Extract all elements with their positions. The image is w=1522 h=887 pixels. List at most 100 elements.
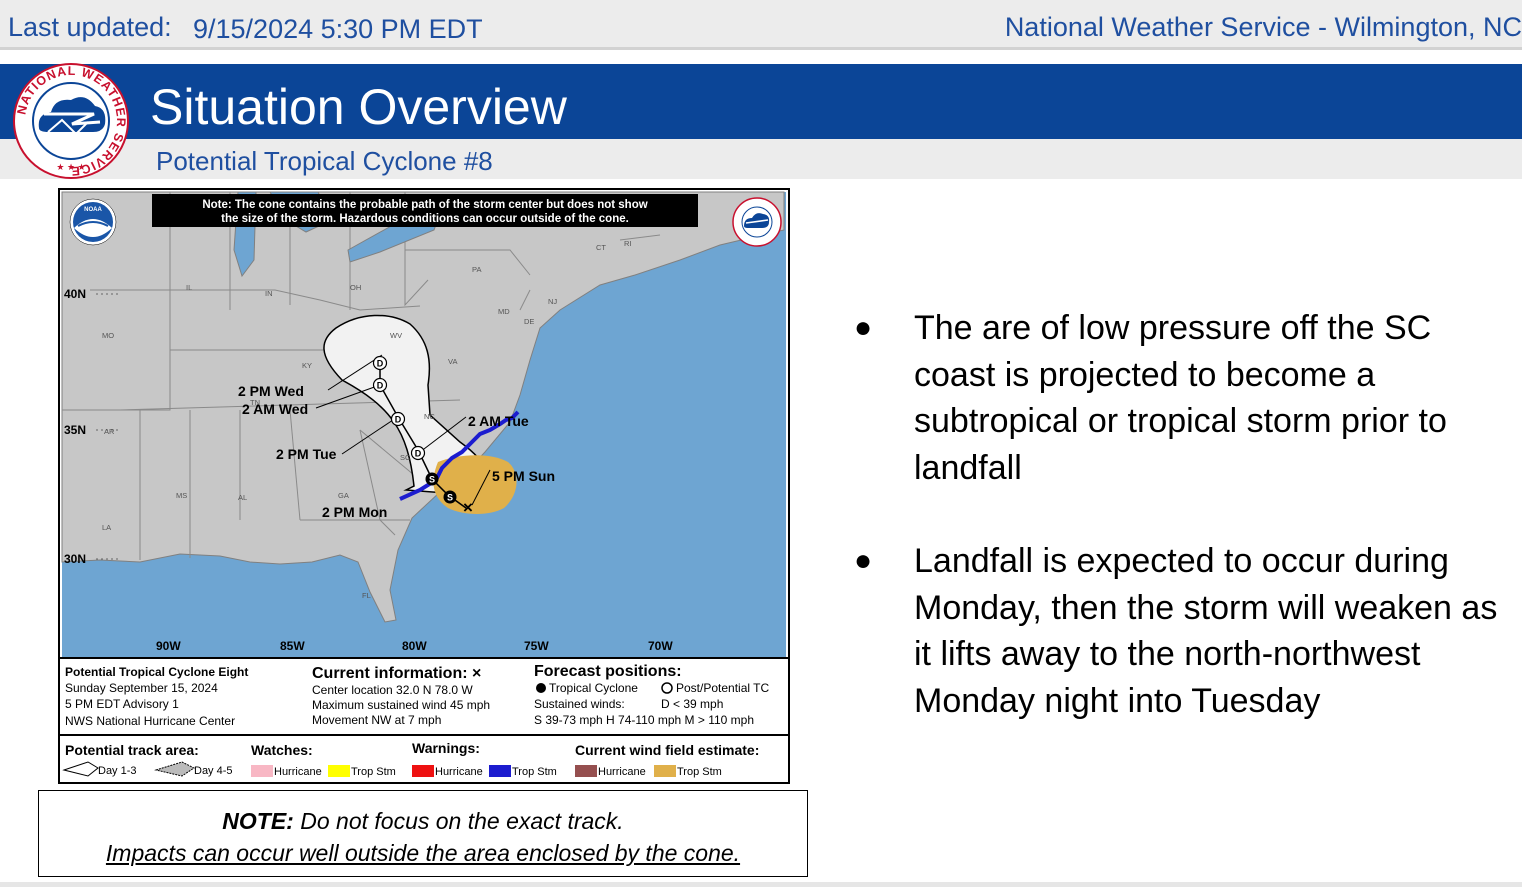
legend-day45: Day 4-5 xyxy=(194,765,233,777)
info-panel: Potential Tropical Cyclone Eight Sunday … xyxy=(65,663,769,728)
noaa-logo: NOAA xyxy=(69,198,117,246)
tropical-cyclone-symbol xyxy=(536,683,546,693)
lon-label-70w: 70W xyxy=(648,639,673,653)
track-point-wed-pm: D xyxy=(377,359,384,369)
overview-bullets: ● The are of low pressure off the SC coa… xyxy=(850,305,1510,724)
track-point-mon-pm: S xyxy=(429,475,435,485)
state-labels: IL IN OH PA NJ MD DE CT RI MO KY WV VA T… xyxy=(102,239,632,600)
svg-text:NJ: NJ xyxy=(548,297,557,306)
track-point-mon-am: S xyxy=(447,493,453,503)
noaa-logo-text: NOAA xyxy=(84,207,102,213)
top-bar: Last updated: 9/15/2024 5:30 PM EDT Nati… xyxy=(0,0,1522,50)
track-point-wed-am: D xyxy=(377,381,384,391)
lat-label-30n: 30N xyxy=(64,552,86,566)
info-d-range: D < 39 mph xyxy=(661,697,723,711)
svg-text:VA: VA xyxy=(448,357,457,366)
legend: Potential track area: Watches: Warnings:… xyxy=(62,740,759,778)
legend-wind-field: Current wind field estimate: xyxy=(575,742,759,758)
label-5pm-sun: 5 PM Sun xyxy=(492,468,555,484)
hurricane-cone-graphic: D D D D S S × 2 PM Wed 2 AM Wed 2 PM Tue… xyxy=(58,188,790,784)
track-point-tue-am: D xyxy=(415,449,422,459)
track-note-box: NOTE: Do not focus on the exact track. I… xyxy=(38,790,808,877)
svg-text:NC: NC xyxy=(424,412,435,421)
svg-text:KY: KY xyxy=(302,361,312,370)
label-2pm-mon: 2 PM Mon xyxy=(322,504,387,520)
legend-track-area: Potential track area: xyxy=(65,742,199,758)
bullet-text: Landfall is expected to occur during Mon… xyxy=(914,542,1498,720)
label-2pm-tue: 2 PM Tue xyxy=(276,446,337,462)
nws-logo: NATIONAL WEATHER SERVICE ★ ★ ★ xyxy=(13,63,129,179)
track-note-line-1: NOTE: Do not focus on the exact track. xyxy=(39,808,807,835)
day13-swatch xyxy=(62,761,99,777)
svg-text:CT: CT xyxy=(596,243,606,252)
svg-text:TN: TN xyxy=(250,398,260,407)
wind-hurricane-swatch xyxy=(575,765,597,777)
info-wind-ranges: S 39-73 mph H 74-110 mph M > 110 mph xyxy=(534,713,754,727)
bullet-dot-icon: ● xyxy=(854,544,873,577)
post-potential-symbol xyxy=(661,682,673,694)
track-note-bold: NOTE: xyxy=(222,808,294,834)
svg-text:★ ★ ★: ★ ★ ★ xyxy=(56,162,85,172)
cone-map-svg: D D D D S S × 2 PM Wed 2 AM Wed 2 PM Tue… xyxy=(60,191,788,778)
lat-label-35n: 35N xyxy=(64,423,86,437)
svg-text:SC: SC xyxy=(400,453,411,462)
svg-text:RI: RI xyxy=(624,239,632,248)
label-2am-tue: 2 AM Tue xyxy=(468,413,529,429)
legend-watch-ts: Trop Stm xyxy=(351,766,396,778)
track-note-rest: Do not focus on the exact track. xyxy=(293,808,624,834)
info-sustained-winds: Sustained winds: xyxy=(534,697,625,711)
lon-label-85w: 85W xyxy=(280,639,305,653)
current-position-marker: × xyxy=(463,498,473,517)
svg-text:MS: MS xyxy=(176,491,187,500)
svg-text:FL: FL xyxy=(362,591,371,600)
page-title: Situation Overview xyxy=(150,79,567,135)
info-location: Center location 32.0 N 78.0 W xyxy=(312,683,473,697)
label-2pm-wed: 2 PM Wed xyxy=(238,383,304,399)
lat-lon-grid xyxy=(96,293,120,560)
watch-ts-swatch xyxy=(328,765,350,777)
nws-small-logo xyxy=(732,197,782,247)
title-banner: Situation Overview xyxy=(0,64,1522,139)
info-max-wind: Maximum sustained wind 45 mph xyxy=(312,698,490,712)
cone-note-line-1: Note: The cone contains the probable pat… xyxy=(202,199,647,211)
svg-text:MO: MO xyxy=(102,331,114,340)
legend-wind-ts: Trop Stm xyxy=(677,766,722,778)
info-tropical-cyclone: Tropical Cyclone xyxy=(549,681,638,695)
svg-text:LA: LA xyxy=(102,523,111,532)
bullet-text: The are of low pressure off the SC coast… xyxy=(914,309,1447,487)
page-subtitle: Potential Tropical Cyclone #8 xyxy=(156,146,493,176)
warning-hurricane-swatch xyxy=(412,765,434,777)
last-updated-value: 9/15/2024 5:30 PM EDT xyxy=(193,14,483,44)
legend-warnings: Warnings: xyxy=(412,740,480,756)
bullet-dot-icon: ● xyxy=(854,311,873,344)
bullet-item: ● Landfall is expected to occur during M… xyxy=(850,538,1510,724)
svg-text:IL: IL xyxy=(186,283,192,292)
track-note-line-2: Impacts can occur well outside the area … xyxy=(105,840,741,866)
legend-watch-hurricane: Hurricane xyxy=(274,766,322,778)
label-2am-wed: 2 AM Wed xyxy=(242,401,308,417)
info-advisory: 5 PM EDT Advisory 1 xyxy=(65,697,179,711)
info-center-name: NWS National Hurricane Center xyxy=(65,714,235,728)
info-current-heading: Current information: × xyxy=(312,665,481,682)
legend-watches: Watches: xyxy=(251,742,313,758)
info-storm-name: Potential Tropical Cyclone Eight xyxy=(65,665,248,679)
subtitle-bar: Potential Tropical Cyclone #8 xyxy=(0,139,1522,179)
last-updated-label: Last updated: xyxy=(8,12,172,42)
lon-label-80w: 80W xyxy=(402,639,427,653)
lon-label-90w: 90W xyxy=(156,639,181,653)
office-name: National Weather Service - Wilmington, N… xyxy=(1004,12,1522,42)
wind-ts-swatch xyxy=(654,765,676,777)
legend-warning-ts: Trop Stm xyxy=(512,766,557,778)
info-post-potential: Post/Potential TC xyxy=(676,681,769,695)
svg-text:MD: MD xyxy=(498,307,510,316)
day45-swatch xyxy=(154,761,195,777)
svg-text:AL: AL xyxy=(238,493,247,502)
info-movement: Movement NW at 7 mph xyxy=(312,713,441,727)
svg-text:WV: WV xyxy=(390,331,402,340)
track-points: D D D D S S × xyxy=(372,355,473,517)
bottom-divider xyxy=(0,882,1522,887)
warning-ts-swatch xyxy=(489,765,511,777)
legend-wind-hurricane: Hurricane xyxy=(598,766,646,778)
lat-label-40n: 40N xyxy=(64,287,86,301)
svg-text:PA: PA xyxy=(472,265,481,274)
